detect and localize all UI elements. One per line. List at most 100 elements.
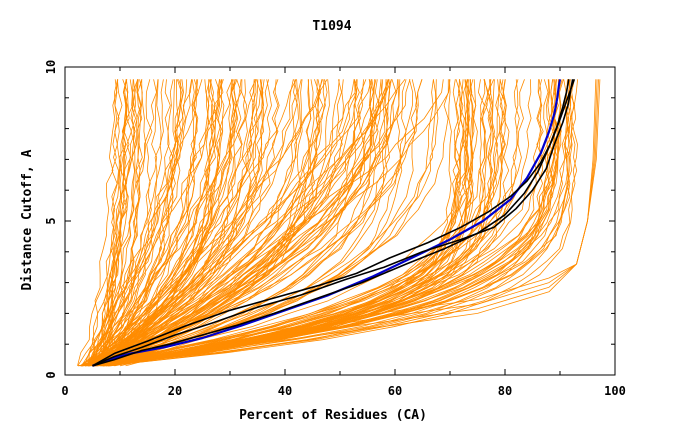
model-curve xyxy=(119,79,599,367)
model-curve xyxy=(103,79,197,367)
model-curve xyxy=(103,79,473,367)
x-tick-label: 20 xyxy=(168,384,182,398)
model-curve xyxy=(104,79,532,367)
model-curve xyxy=(77,79,139,367)
model-curve xyxy=(108,79,367,367)
background-series-layer xyxy=(77,79,601,367)
model-curve xyxy=(87,79,261,367)
model-curve xyxy=(100,79,406,367)
model-curve xyxy=(80,79,177,367)
y-tick-label: 10 xyxy=(44,60,58,74)
model-curve xyxy=(90,79,280,367)
model-curve xyxy=(101,79,374,367)
y-axis-label: Distance Cutoff, A xyxy=(20,149,35,290)
model-curve xyxy=(94,79,570,367)
model-curve xyxy=(87,79,423,367)
model-curve xyxy=(106,79,171,367)
model-curve xyxy=(101,79,561,367)
model-curve xyxy=(107,79,120,366)
model-curve xyxy=(88,79,326,367)
model-curve xyxy=(96,79,390,367)
model-curve xyxy=(80,79,270,367)
model-curve xyxy=(101,79,328,367)
model-curve xyxy=(100,79,475,367)
model-curve xyxy=(93,79,153,367)
model-curve xyxy=(102,79,357,367)
y-tick-label: 0 xyxy=(44,371,58,378)
model-curve xyxy=(103,79,468,367)
model-curve xyxy=(84,79,470,367)
model-curve xyxy=(108,79,597,367)
model-curve xyxy=(84,79,237,367)
model-curve xyxy=(87,79,143,366)
model-curve xyxy=(100,79,397,367)
model-curve xyxy=(111,79,182,366)
model-curve xyxy=(84,79,257,367)
x-tick-label: 40 xyxy=(278,384,292,398)
chart-title: T1094 xyxy=(312,19,351,34)
model-curve xyxy=(104,79,224,366)
model-curve xyxy=(113,79,272,367)
model-curve xyxy=(84,79,214,367)
model-curve xyxy=(98,79,214,367)
model-curve xyxy=(114,79,598,367)
model-curve xyxy=(82,79,452,367)
model-curve xyxy=(82,79,323,367)
model-curve xyxy=(85,79,297,367)
model-curve xyxy=(98,79,232,367)
x-tick-label: 80 xyxy=(498,384,512,398)
model-curve xyxy=(95,79,439,367)
model-curve xyxy=(84,79,576,367)
model-curve xyxy=(97,79,162,367)
ticks-layer: 0 20 40 60 80 100 0 5 10 xyxy=(44,60,626,398)
model-curve xyxy=(106,79,578,367)
model-curve xyxy=(86,79,239,367)
model-curve xyxy=(105,79,198,367)
model-curve xyxy=(104,79,360,367)
model-curve xyxy=(105,79,199,367)
model-curve xyxy=(85,79,323,367)
model-curve xyxy=(93,79,181,367)
model-curve xyxy=(107,79,544,367)
x-tick-label: 60 xyxy=(388,384,402,398)
model-curve xyxy=(110,79,570,367)
model-curve xyxy=(89,79,374,367)
model-curve xyxy=(107,79,573,367)
model-curve xyxy=(96,79,402,367)
reference-series-line xyxy=(92,79,570,367)
model-curve xyxy=(106,79,477,367)
model-curve xyxy=(103,79,549,367)
model-curve xyxy=(94,79,555,367)
model-curve xyxy=(85,79,418,367)
series-layer xyxy=(92,79,576,367)
model-curve xyxy=(111,79,259,367)
model-curve xyxy=(92,79,371,367)
x-tick-label: 0 xyxy=(61,384,68,398)
reference-series-line xyxy=(92,79,574,367)
y-tick-label: 5 xyxy=(44,217,58,224)
model-curve xyxy=(103,79,184,366)
model-curve xyxy=(125,79,601,367)
model-curve xyxy=(97,79,147,366)
model-curve xyxy=(103,79,128,366)
model-curve xyxy=(89,79,224,366)
model-curve xyxy=(105,79,118,366)
model-curve xyxy=(88,79,119,366)
x-tick-label: 100 xyxy=(604,384,626,398)
model-curve xyxy=(85,79,401,367)
model-curve xyxy=(78,79,488,367)
model-curve xyxy=(90,79,543,367)
model-curve xyxy=(91,79,130,366)
model-curve xyxy=(95,79,242,367)
model-curve xyxy=(110,79,380,367)
model-curve xyxy=(87,79,159,366)
model-curve xyxy=(91,79,398,367)
x-axis-label: Percent of Residues (CA) xyxy=(239,408,427,423)
model-curve xyxy=(97,79,501,367)
model-curve xyxy=(99,79,188,366)
model-curve xyxy=(82,79,330,367)
model-curve xyxy=(95,79,265,367)
model-curve xyxy=(101,79,383,367)
